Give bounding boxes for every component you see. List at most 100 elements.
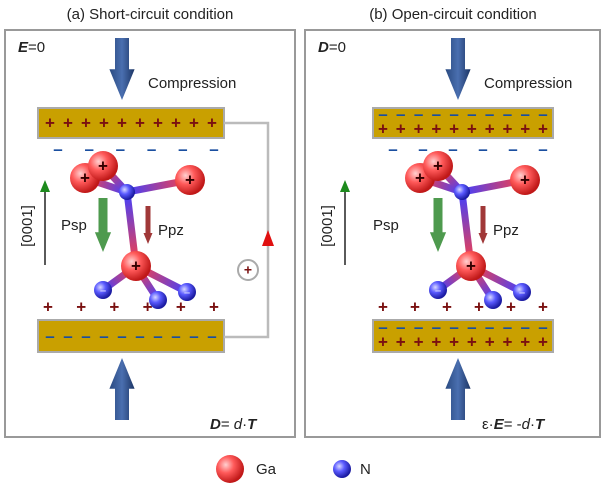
plus-charge: +: [506, 297, 516, 316]
psp-arrow: [429, 198, 447, 252]
plus-charge: +: [378, 332, 388, 351]
plus-charge: +: [520, 119, 530, 138]
minus-charge: –: [418, 139, 427, 158]
plus-charge: +: [99, 113, 109, 132]
plus-charge: +: [117, 113, 127, 132]
minus-charge: –: [414, 317, 423, 336]
condition-symbol: E: [18, 39, 29, 56]
minus-charge: –: [396, 104, 405, 123]
atom-charge: +: [80, 168, 90, 187]
minus-charge: –: [538, 317, 547, 336]
ga-atom: [456, 251, 486, 281]
direction-head: [340, 180, 350, 192]
minus-charge: –: [135, 326, 144, 345]
axis-label: [0001]: [319, 205, 336, 247]
minus-charge: –: [432, 104, 441, 123]
condition-text: =0: [329, 39, 346, 56]
minus-charge: –: [449, 317, 458, 336]
equation-part: ·: [530, 416, 535, 433]
plus-charge: +: [207, 113, 217, 132]
atom-charge: +: [433, 156, 443, 175]
minus-charge: –: [448, 139, 457, 158]
legend-label: Ga: [256, 461, 277, 478]
plus-charge: +: [467, 119, 477, 138]
minus-charge: –: [396, 317, 405, 336]
equation-part: ·: [242, 416, 247, 433]
equation-part: T: [247, 416, 258, 433]
minus-charge: –: [378, 317, 387, 336]
minus-charge: –: [81, 326, 90, 345]
plus-charge: +: [538, 297, 548, 316]
atom-charge: +: [466, 256, 476, 275]
ppz-arrow: [478, 206, 488, 244]
ga-atom: [175, 165, 205, 195]
n-atom: [484, 291, 502, 309]
minus-charge: –: [45, 326, 54, 345]
atom-charge: +: [131, 256, 141, 275]
equation-part: D: [210, 416, 221, 433]
n-atom: [513, 283, 531, 301]
minus-charge: –: [538, 139, 547, 158]
psp-label: Psp: [61, 217, 87, 234]
plus-charge: +: [153, 113, 163, 132]
equation-part: =: [221, 416, 234, 433]
minus-charge: –: [520, 104, 529, 123]
panel-frame: [4, 29, 296, 438]
plus-charge: +: [431, 332, 441, 351]
compression-arrow: [445, 38, 471, 100]
plus-charge: +: [81, 113, 91, 132]
plus-charge: +: [538, 332, 548, 351]
compression-label: Compression: [484, 75, 572, 92]
condition-text: =0: [28, 39, 45, 56]
equation-part: E: [494, 416, 505, 433]
atom-charge: –: [519, 287, 525, 299]
carrier-charge: +: [244, 262, 252, 278]
plus-charge: +: [449, 332, 459, 351]
atom-charge: +: [185, 170, 195, 189]
axis-label: [0001]: [19, 205, 36, 247]
plus-charge: +: [502, 119, 512, 138]
plus-charge: +: [431, 119, 441, 138]
carrier-ring: [237, 259, 259, 281]
top-electrode: [372, 107, 554, 139]
minus-charge: –: [53, 139, 62, 158]
minus-charge: –: [503, 104, 512, 123]
minus-charge: –: [520, 317, 529, 336]
plus-charge: +: [143, 297, 153, 316]
plus-charge: +: [209, 297, 219, 316]
plus-charge: +: [449, 119, 459, 138]
plus-charge: +: [135, 113, 145, 132]
direction-head: [40, 180, 50, 192]
atom-charge: +: [415, 168, 425, 187]
plus-charge: +: [378, 119, 388, 138]
minus-charge: –: [189, 326, 198, 345]
n-atom: [149, 291, 167, 309]
plus-charge: +: [378, 297, 388, 316]
minus-charge: –: [432, 317, 441, 336]
minus-charge: –: [63, 326, 72, 345]
atom-charge: +: [98, 156, 108, 175]
minus-charge: –: [414, 104, 423, 123]
minus-charge: –: [84, 139, 93, 158]
plus-charge: +: [76, 297, 86, 316]
support-arrow: [109, 358, 135, 420]
plus-charge: +: [45, 113, 55, 132]
n-atom: [454, 184, 470, 200]
psp-arrow: [94, 198, 112, 252]
plus-charge: +: [485, 119, 495, 138]
plus-charge: +: [176, 297, 186, 316]
ga-atom: [510, 165, 540, 195]
ga-atom: [88, 151, 118, 181]
support-arrow: [445, 358, 471, 420]
minus-charge: –: [388, 139, 397, 158]
bottom-electrode: [372, 319, 554, 353]
panel-title: (a) Short-circuit condition: [67, 6, 234, 23]
plus-charge: +: [502, 332, 512, 351]
condition-label: E=0: [18, 39, 45, 56]
condition-label: D=0: [318, 39, 346, 56]
plus-charge: +: [414, 332, 424, 351]
panel-frame: [304, 29, 601, 438]
plus-charge: +: [520, 332, 530, 351]
bottom-electrode: [37, 319, 225, 353]
circuit-wire: [224, 121, 270, 339]
